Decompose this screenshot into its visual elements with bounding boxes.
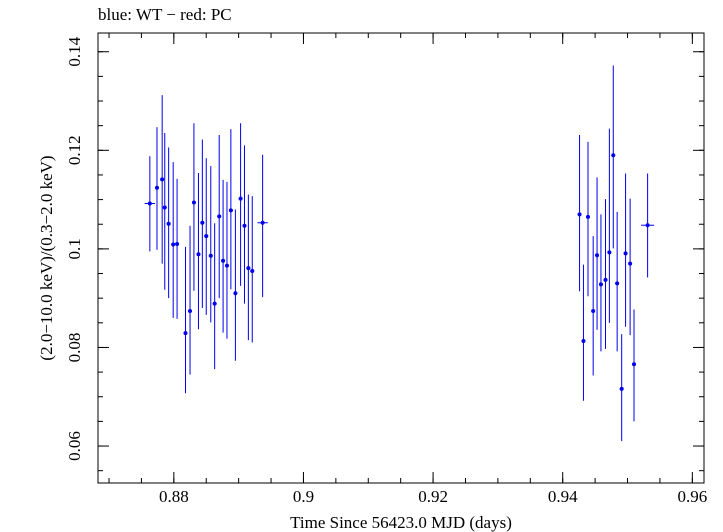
x-tick-label: 0.92	[418, 487, 448, 506]
point-marker	[585, 214, 590, 219]
x-tick-label: 0.96	[677, 487, 707, 506]
point-marker	[615, 281, 620, 286]
y-tick-label: 0.12	[65, 135, 84, 165]
point-marker	[246, 266, 251, 271]
x-axis-label: Time Since 56423.0 MJD (days)	[290, 513, 512, 532]
point-marker	[224, 263, 229, 268]
point-marker	[221, 258, 226, 263]
chart-title: blue: WT − red: PC	[98, 5, 232, 24]
point-marker	[200, 220, 205, 225]
point-marker	[598, 282, 603, 287]
point-marker	[607, 250, 612, 255]
point-marker	[175, 241, 180, 246]
point-marker	[632, 362, 637, 367]
data-point	[228, 129, 233, 290]
data-point	[628, 198, 633, 336]
data-point	[577, 135, 582, 292]
point-marker	[162, 205, 167, 210]
point-marker	[238, 196, 243, 201]
point-marker	[260, 220, 265, 225]
data-point	[581, 264, 586, 401]
data-point	[224, 181, 229, 339]
data-point	[611, 65, 616, 249]
point-marker	[171, 242, 176, 247]
point-marker	[212, 301, 217, 306]
point-marker	[147, 201, 152, 206]
data-point	[160, 95, 165, 264]
point-marker	[628, 261, 633, 266]
point-marker	[250, 269, 255, 274]
data-point	[603, 199, 608, 349]
data-point	[162, 133, 167, 290]
point-marker	[196, 252, 201, 257]
point-marker	[191, 200, 196, 205]
data-points	[144, 65, 655, 442]
y-tick-label: 0.1	[65, 238, 84, 259]
data-point	[200, 139, 205, 309]
point-marker	[204, 234, 209, 239]
data-point	[257, 154, 268, 298]
point-marker	[595, 253, 600, 258]
y-tick-label: 0.08	[65, 333, 84, 363]
y-axis-label: (2.0−10.0 keV)/(0.3−2.0 keV)	[37, 155, 56, 360]
point-marker	[217, 214, 222, 219]
data-point	[619, 334, 624, 442]
point-marker	[208, 253, 213, 258]
data-point	[154, 127, 159, 250]
data-point	[221, 179, 226, 333]
point-marker	[619, 386, 624, 391]
x-tick-label: 0.94	[548, 487, 578, 506]
y-tick-label: 0.14	[65, 36, 84, 66]
data-point	[188, 225, 193, 375]
data-point	[196, 172, 201, 330]
point-marker	[591, 308, 596, 313]
point-marker	[623, 251, 628, 256]
y-tick-label: 0.06	[65, 431, 84, 461]
data-point	[204, 158, 209, 315]
data-point	[166, 147, 171, 299]
data-point	[607, 128, 612, 323]
data-point	[233, 209, 238, 361]
point-marker	[581, 339, 586, 344]
data-point	[183, 246, 188, 394]
point-marker	[154, 185, 159, 190]
data-point	[623, 173, 628, 327]
point-marker	[228, 208, 233, 213]
point-marker	[645, 223, 650, 228]
data-point	[595, 177, 600, 330]
data-point	[171, 162, 176, 318]
point-marker	[166, 221, 171, 226]
data-point	[598, 214, 603, 352]
point-marker	[603, 277, 608, 282]
data-point	[238, 123, 243, 286]
data-point	[585, 141, 590, 297]
data-point	[250, 196, 255, 343]
point-marker	[183, 331, 188, 336]
x-tick-label: 0.88	[159, 487, 189, 506]
data-point	[212, 223, 217, 370]
data-point	[641, 173, 655, 278]
data-point	[591, 236, 596, 376]
point-marker	[577, 212, 582, 217]
data-point	[615, 211, 620, 352]
point-marker	[188, 308, 193, 313]
data-point	[217, 135, 222, 299]
data-point	[208, 166, 213, 323]
point-marker	[242, 223, 247, 228]
data-point	[175, 178, 180, 319]
axis-ticks	[98, 33, 704, 483]
data-point	[632, 309, 637, 422]
data-point	[246, 194, 251, 341]
data-point	[191, 123, 196, 291]
point-marker	[160, 177, 165, 182]
data-point	[144, 156, 156, 252]
point-marker	[233, 291, 238, 296]
point-marker	[611, 153, 616, 158]
data-point	[242, 145, 247, 304]
axis-tick-labels: 0.88 0.9 0.92 0.94 0.96 0.06 0.08 0.1 0.12 0.14	[65, 36, 707, 506]
x-tick-label: 0.9	[293, 487, 314, 506]
